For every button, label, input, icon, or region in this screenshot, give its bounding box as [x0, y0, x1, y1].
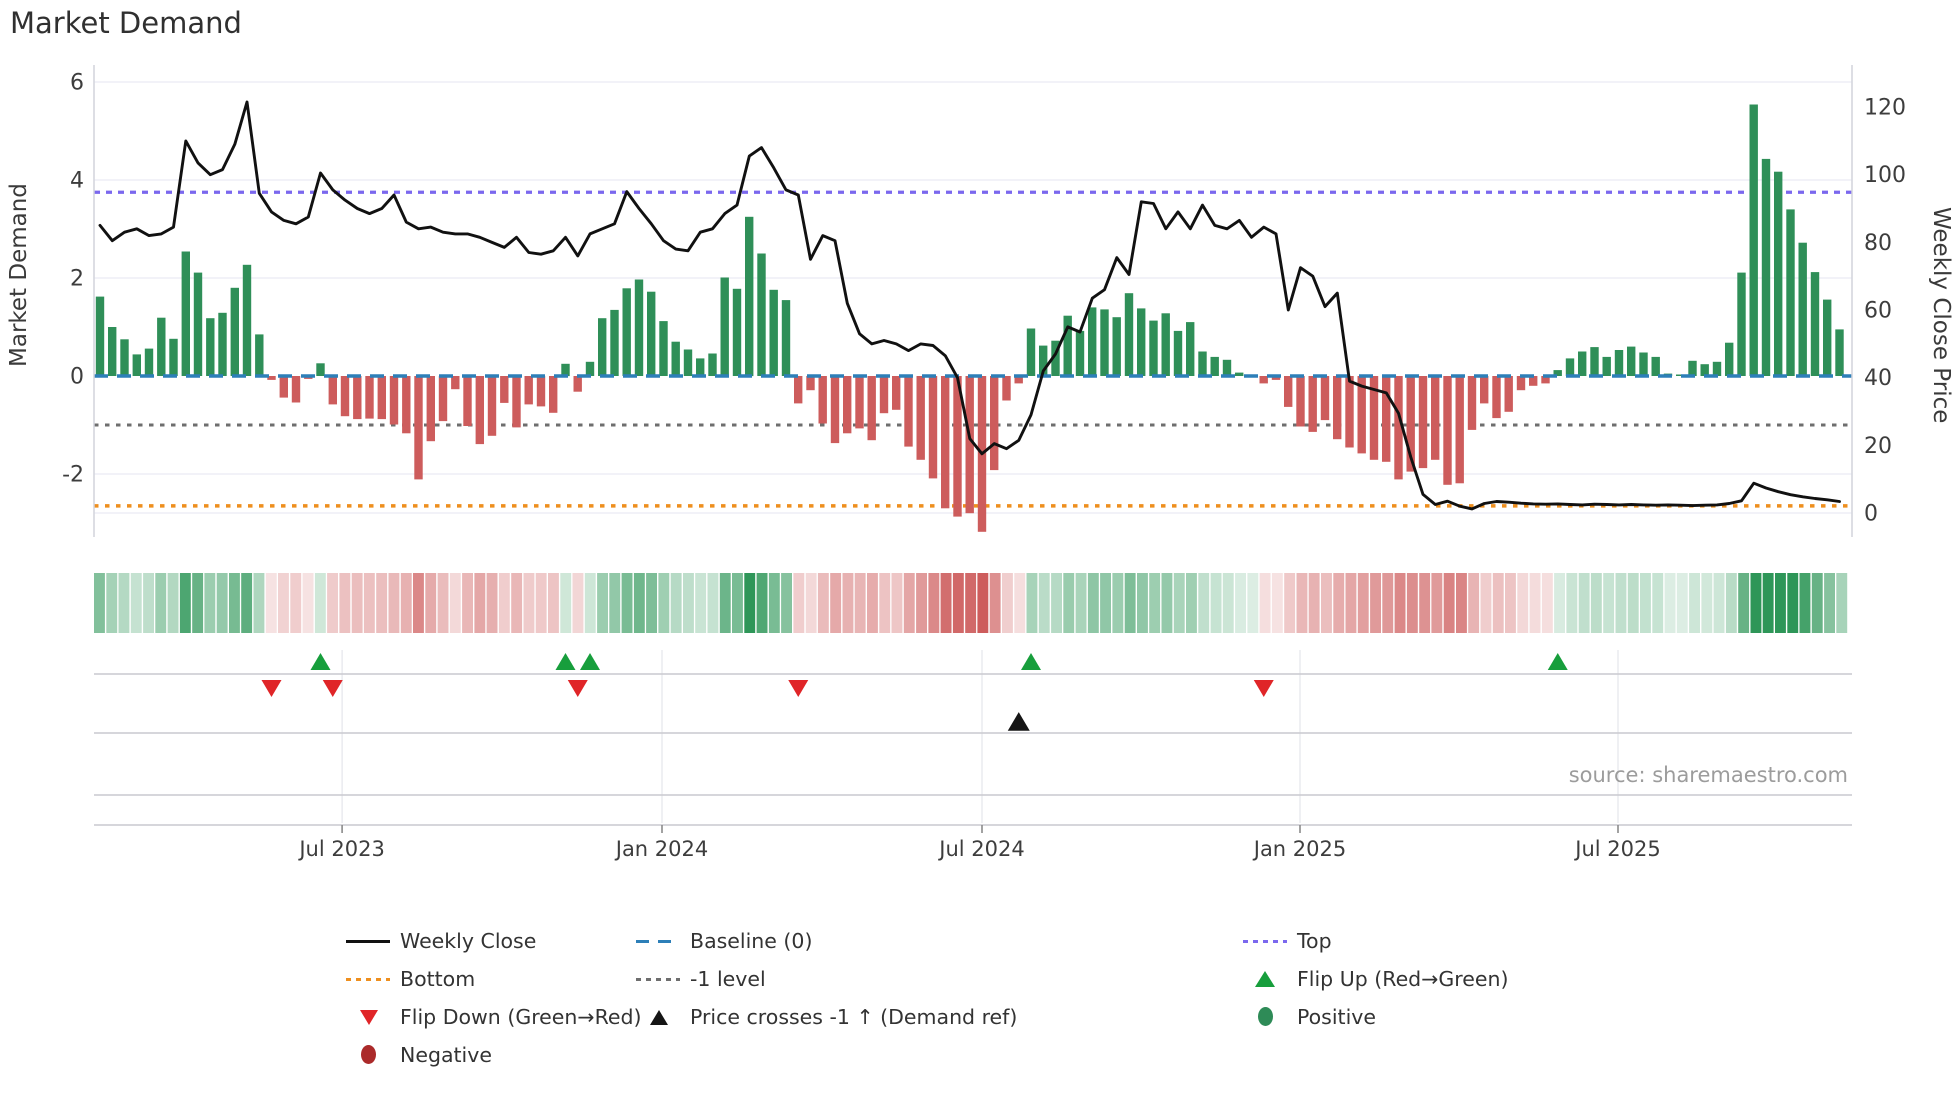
svg-text:6: 6 — [70, 71, 84, 96]
legend-label: Flip Down (Green→Red) — [400, 1005, 642, 1029]
legend-label: Bottom — [400, 967, 476, 991]
top-line-icon — [1243, 930, 1287, 952]
svg-text:0: 0 — [1864, 502, 1878, 527]
svg-text:20: 20 — [1864, 434, 1892, 459]
legend-item-positive: Positive — [1243, 1005, 1376, 1029]
svg-text:Jul 2025: Jul 2025 — [1573, 837, 1660, 861]
baseline-dash-icon — [636, 930, 680, 952]
right-axis-label: Weekly Close Price — [1928, 206, 1954, 424]
svg-text:0: 0 — [70, 365, 84, 390]
svg-text:Jul 2023: Jul 2023 — [297, 837, 384, 861]
legend-item-price-crosses: Price crosses -1 ↑ (Demand ref) — [636, 1005, 1017, 1029]
legend-item-weekly-close: Weekly Close — [346, 929, 536, 953]
svg-text:80: 80 — [1864, 231, 1892, 256]
flip-down-triangle-icon — [346, 1006, 390, 1028]
legend-label: Price crosses -1 ↑ (Demand ref) — [690, 1005, 1018, 1029]
page-title: Market Demand — [10, 6, 242, 40]
legend-item-negative: Negative — [346, 1043, 492, 1067]
flip-up-triangle-icon — [1243, 968, 1287, 990]
legend-item-flip-up: Flip Up (Red→Green) — [1243, 967, 1508, 991]
svg-text:4: 4 — [70, 169, 84, 194]
legend-label: Baseline (0) — [690, 929, 813, 953]
svg-text:2: 2 — [70, 267, 84, 292]
svg-text:-2: -2 — [62, 463, 84, 488]
legend-item-bottom: Bottom — [346, 967, 475, 991]
bottom-line-icon — [346, 968, 390, 990]
legend-item-top: Top — [1243, 929, 1332, 953]
legend-label: Positive — [1297, 1005, 1377, 1029]
legend-item-baseline: Baseline (0) — [636, 929, 812, 953]
legend-item-flip-down: Flip Down (Green→Red) — [346, 1005, 642, 1029]
legend-label: Flip Up (Red→Green) — [1297, 967, 1509, 991]
price-cross-triangle-icon — [636, 1006, 680, 1028]
legend-label: Negative — [400, 1043, 492, 1067]
minus-one-line-icon — [636, 968, 680, 990]
svg-text:120: 120 — [1864, 96, 1906, 121]
svg-text:100: 100 — [1864, 163, 1906, 188]
svg-text:60: 60 — [1864, 299, 1892, 324]
legend-label: -1 level — [690, 967, 766, 991]
source-text: source: sharemaestro.com — [1568, 763, 1848, 787]
svg-text:Jul 2024: Jul 2024 — [937, 837, 1024, 861]
legend-label: Top — [1297, 929, 1332, 953]
svg-text:40: 40 — [1864, 366, 1892, 391]
weekly-close-line-icon — [346, 930, 390, 952]
legend-label: Weekly Close — [400, 929, 537, 953]
svg-text:Jan 2024: Jan 2024 — [614, 837, 709, 861]
legend-item-minus-one-level: -1 level — [636, 967, 766, 991]
positive-dot-icon — [1243, 1006, 1287, 1028]
svg-text:Jan 2025: Jan 2025 — [1252, 837, 1347, 861]
negative-dot-icon — [346, 1044, 390, 1066]
